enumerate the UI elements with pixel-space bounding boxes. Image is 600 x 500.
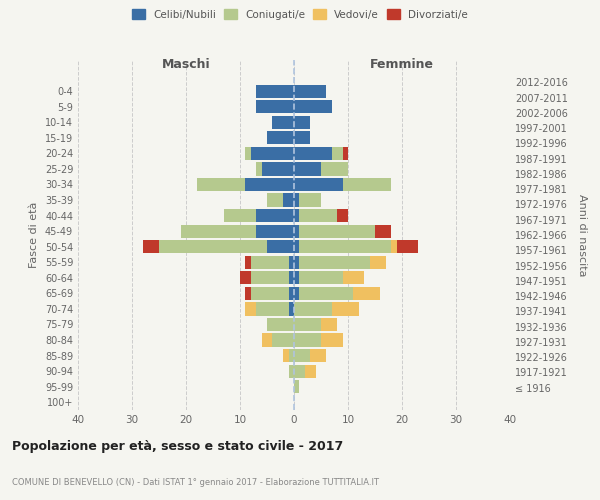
Bar: [159, 240, 267, 254]
Bar: [245, 256, 251, 269]
Bar: [299, 271, 343, 284]
Bar: [294, 380, 299, 394]
Bar: [289, 364, 294, 378]
Bar: [321, 334, 343, 346]
Bar: [343, 178, 391, 191]
Bar: [299, 224, 375, 237]
Bar: [294, 224, 299, 237]
Bar: [294, 318, 321, 331]
Text: Popolazione per età, sesso e stato civile - 2017: Popolazione per età, sesso e stato civil…: [12, 440, 343, 453]
Bar: [245, 286, 251, 300]
Bar: [262, 334, 272, 346]
Bar: [294, 364, 305, 378]
Bar: [299, 240, 391, 254]
Bar: [289, 349, 294, 362]
Bar: [256, 162, 262, 175]
Text: Femmine: Femmine: [370, 58, 434, 71]
Bar: [251, 256, 289, 269]
Bar: [299, 194, 321, 206]
Bar: [321, 162, 348, 175]
Bar: [143, 240, 159, 254]
Bar: [267, 318, 294, 331]
Bar: [181, 224, 256, 237]
Bar: [299, 209, 337, 222]
Bar: [224, 209, 256, 222]
Bar: [294, 240, 299, 254]
Bar: [256, 302, 289, 316]
Bar: [256, 84, 294, 98]
Bar: [397, 240, 418, 254]
Bar: [294, 209, 299, 222]
Bar: [294, 194, 299, 206]
Bar: [321, 318, 337, 331]
Bar: [305, 364, 316, 378]
Bar: [332, 302, 359, 316]
Bar: [240, 271, 251, 284]
Bar: [294, 84, 326, 98]
Bar: [272, 334, 294, 346]
Bar: [289, 286, 294, 300]
Bar: [262, 162, 294, 175]
Bar: [197, 178, 245, 191]
Bar: [294, 116, 310, 129]
Bar: [256, 224, 294, 237]
Bar: [343, 271, 364, 284]
Bar: [294, 256, 299, 269]
Bar: [294, 286, 299, 300]
Bar: [245, 302, 256, 316]
Bar: [245, 178, 294, 191]
Y-axis label: Fasce di età: Fasce di età: [29, 202, 39, 268]
Bar: [294, 271, 299, 284]
Bar: [251, 286, 289, 300]
Bar: [332, 146, 343, 160]
Bar: [294, 100, 332, 114]
Bar: [267, 240, 294, 254]
Bar: [294, 349, 310, 362]
Bar: [256, 100, 294, 114]
Bar: [267, 131, 294, 144]
Bar: [343, 146, 348, 160]
Bar: [370, 256, 386, 269]
Bar: [294, 146, 332, 160]
Bar: [294, 162, 321, 175]
Text: Maschi: Maschi: [161, 58, 211, 71]
Text: COMUNE DI BENEVELLO (CN) - Dati ISTAT 1° gennaio 2017 - Elaborazione TUTTITALIA.: COMUNE DI BENEVELLO (CN) - Dati ISTAT 1°…: [12, 478, 379, 487]
Bar: [251, 271, 289, 284]
Bar: [299, 286, 353, 300]
Bar: [353, 286, 380, 300]
Bar: [310, 349, 326, 362]
Bar: [294, 334, 321, 346]
Bar: [289, 271, 294, 284]
Bar: [267, 194, 283, 206]
Bar: [245, 146, 251, 160]
Bar: [294, 302, 332, 316]
Y-axis label: Anni di nascita: Anni di nascita: [577, 194, 587, 276]
Bar: [391, 240, 397, 254]
Bar: [272, 116, 294, 129]
Legend: Celibi/Nubili, Coniugati/e, Vedovi/e, Divorziati/e: Celibi/Nubili, Coniugati/e, Vedovi/e, Di…: [128, 5, 472, 24]
Bar: [337, 209, 348, 222]
Bar: [256, 209, 294, 222]
Bar: [299, 256, 370, 269]
Bar: [283, 194, 294, 206]
Bar: [294, 178, 343, 191]
Bar: [251, 146, 294, 160]
Bar: [283, 349, 289, 362]
Bar: [289, 302, 294, 316]
Bar: [289, 256, 294, 269]
Bar: [294, 131, 310, 144]
Bar: [375, 224, 391, 237]
